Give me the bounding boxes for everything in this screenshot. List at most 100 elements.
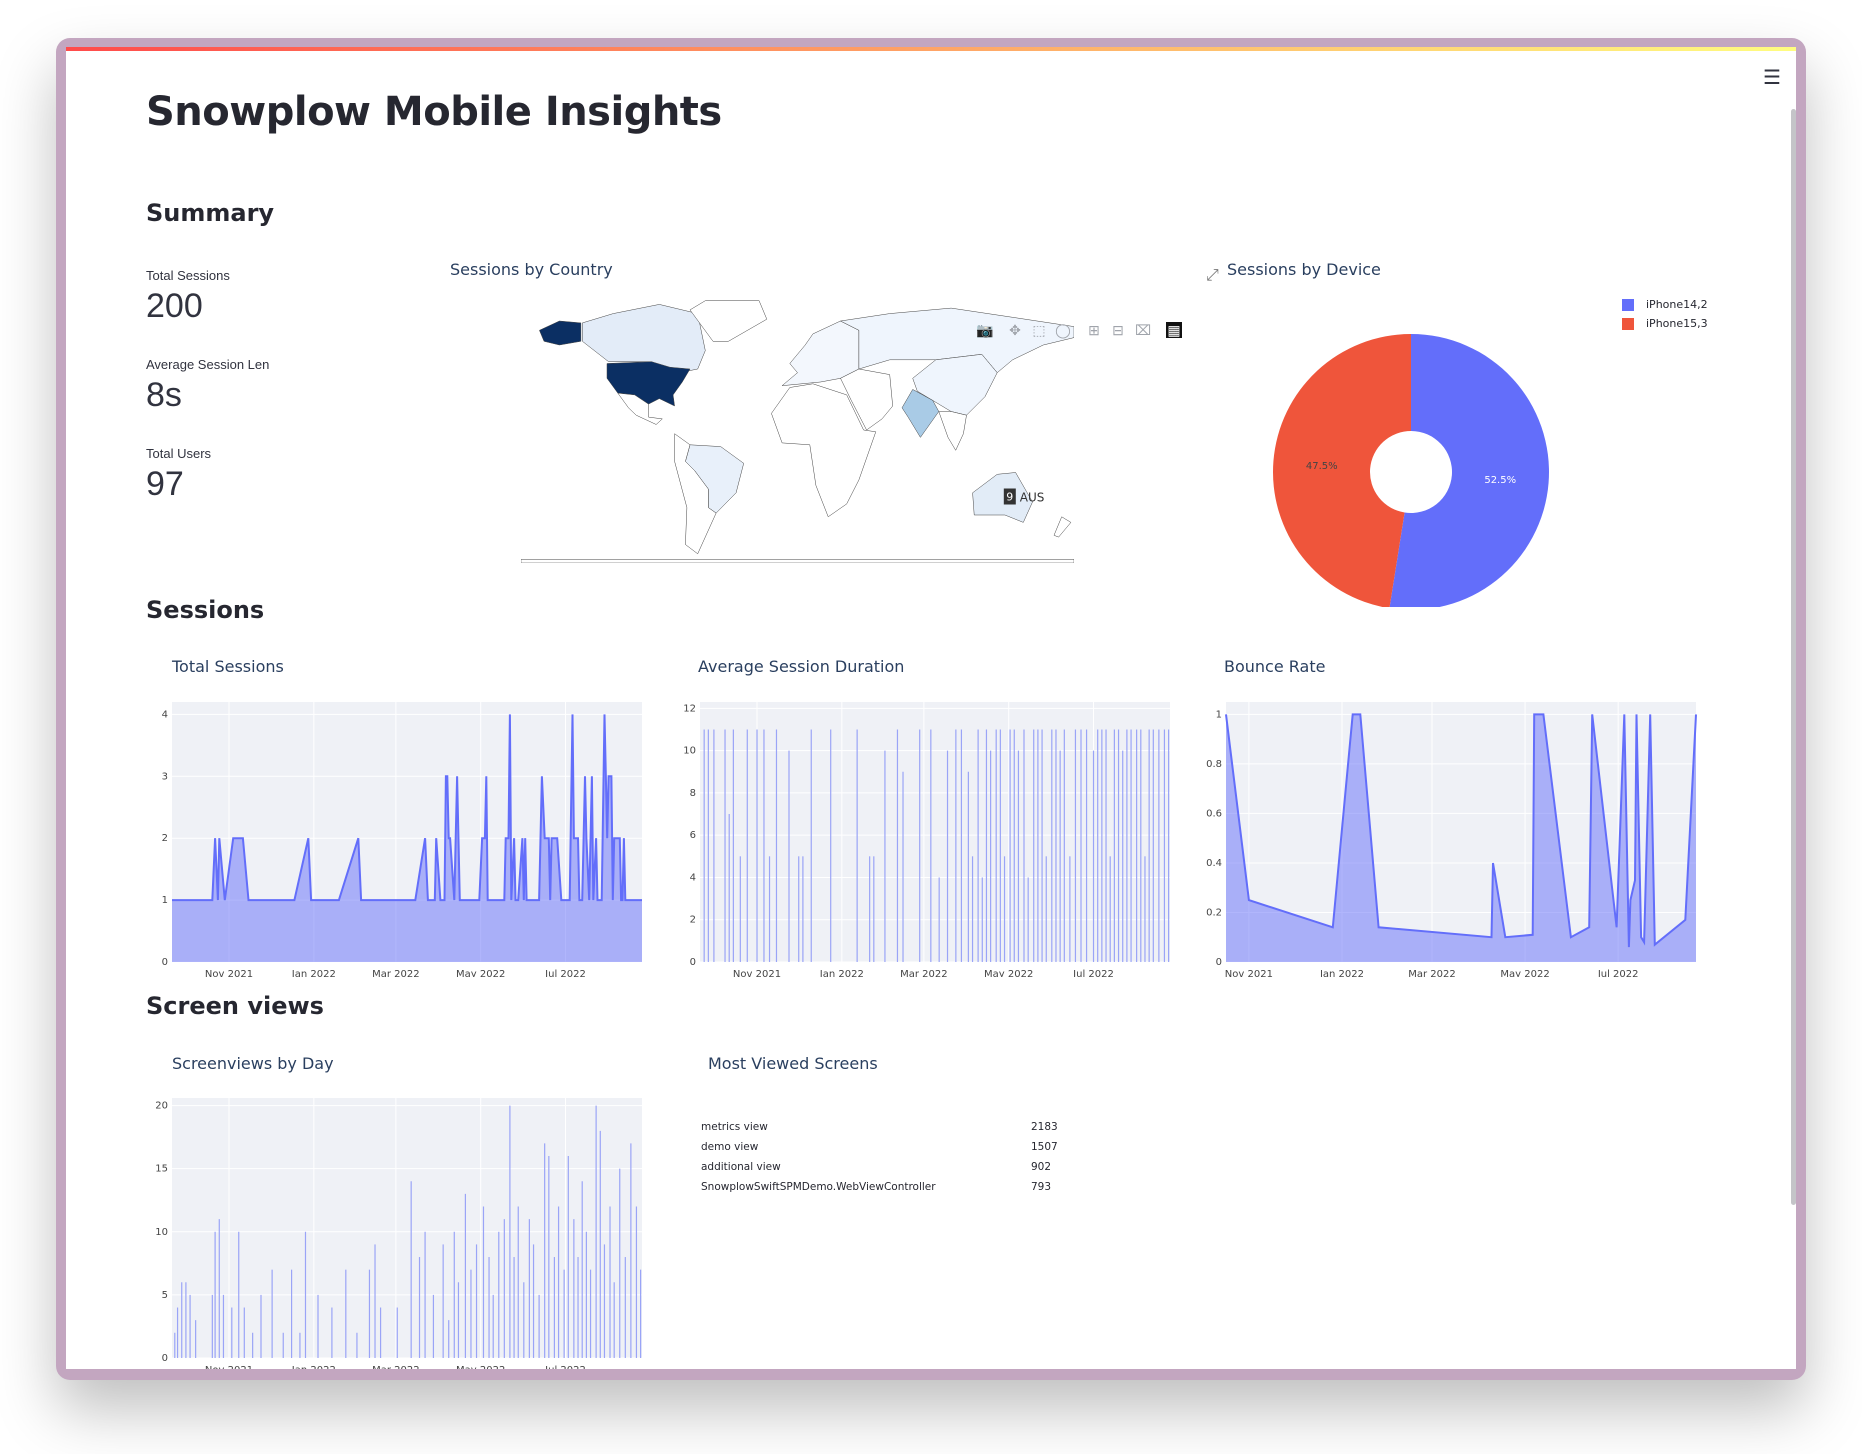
summary-heading: Summary — [146, 199, 275, 227]
y-tick-label: 10 — [683, 746, 696, 757]
y-tick-label: 10 — [155, 1227, 168, 1238]
x-tick-label: May 2022 — [1500, 969, 1549, 977]
choropleth-map[interactable]: 9 AUS — [521, 297, 1074, 563]
metric-value: 8s — [146, 376, 182, 414]
app-window: ☰ Snowplow Mobile Insights Summary Total… — [66, 47, 1796, 1369]
metric-label: Average Session Len — [146, 357, 270, 372]
chart-title: Bounce Rate — [1224, 657, 1326, 676]
hover-country: AUS — [1020, 491, 1045, 505]
y-tick-label: 0 — [1216, 957, 1222, 968]
y-tick-label: 0 — [162, 957, 168, 968]
table-row: metrics view 2183 — [701, 1117, 1121, 1137]
legend-swatch — [1622, 317, 1634, 330]
x-tick-label: Nov 2021 — [205, 1365, 253, 1369]
y-tick-label: 4 — [690, 872, 696, 883]
x-tick-label: Mar 2022 — [372, 1365, 420, 1369]
box-select-icon[interactable]: ⬚ — [1032, 322, 1046, 338]
screen-count: 1507 — [1031, 1141, 1058, 1153]
y-tick-label: 0 — [690, 957, 696, 968]
sessions-heading: Sessions — [146, 596, 265, 624]
country-usa[interactable] — [606, 361, 691, 407]
slice-label: 52.5% — [1484, 475, 1516, 486]
country-canada[interactable] — [582, 304, 706, 375]
avg-session-duration-chart[interactable]: Nov 2021 Jan 2022 Mar 2022 May 2022 Jul 2022… — [654, 677, 1174, 977]
camera-icon[interactable]: 📷 — [976, 322, 994, 338]
reset-icon[interactable]: ⌧ — [1135, 322, 1152, 338]
x-tick-label: May 2022 — [456, 1365, 505, 1369]
country-new-zealand[interactable] — [1053, 516, 1072, 538]
x-tick-label: Jul 2022 — [544, 969, 586, 977]
x-tick-label: Jul 2022 — [1597, 969, 1639, 977]
pie-slice[interactable] — [1389, 334, 1549, 607]
fullscreen-icon[interactable]: ⤢ — [1206, 267, 1219, 284]
slice-label: 47.5% — [1306, 461, 1338, 472]
total-sessions-chart[interactable]: Nov 2021 Jan 2022 Mar 2022 May 2022 Jul 2022… — [126, 677, 646, 977]
plot-background — [700, 702, 1170, 962]
chart-title: Average Session Duration — [698, 657, 905, 676]
country-mexico[interactable] — [617, 392, 663, 425]
pie-legend: iPhone14,2 iPhone15,3 — [1622, 295, 1708, 333]
region-antarctica[interactable] — [521, 559, 1074, 563]
country-australia[interactable] — [972, 472, 1033, 523]
device-pie-chart[interactable]: 52.5% 47.5% — [1266, 317, 1556, 607]
x-tick-label: Jan 2022 — [819, 969, 864, 977]
legend-item[interactable]: iPhone15,3 — [1622, 314, 1708, 333]
country-alaska[interactable] — [539, 320, 582, 346]
header-decoration — [66, 47, 1796, 51]
y-tick-label: 5 — [162, 1290, 168, 1301]
chart-title: Total Sessions — [172, 657, 284, 676]
screen-name: demo view — [701, 1141, 759, 1153]
plotly-logo-icon[interactable]: ▦ — [1166, 322, 1182, 338]
legend-label: iPhone14,2 — [1646, 298, 1708, 311]
most-viewed-title: Most Viewed Screens — [708, 1054, 878, 1073]
country-russia[interactable] — [839, 307, 1075, 374]
x-tick-label: Nov 2021 — [205, 969, 253, 977]
zoom-out-icon[interactable]: ⊟ — [1112, 322, 1124, 338]
country-china[interactable] — [912, 354, 998, 416]
most-viewed-table: metrics view 2183 demo view 1507 additional … — [701, 1117, 1121, 1197]
y-tick-label: 0.2 — [1206, 907, 1222, 918]
metric-value: 97 — [146, 465, 184, 503]
y-tick-label: 6 — [690, 830, 696, 841]
country-south-america-rest[interactable] — [674, 433, 717, 555]
scrollbar[interactable] — [1791, 109, 1796, 1205]
metric-label: Total Users — [146, 446, 212, 461]
x-tick-label: Jul 2022 — [1072, 969, 1114, 977]
hover-value: 9 — [1006, 491, 1013, 504]
y-tick-label: 4 — [162, 709, 168, 720]
pan-icon[interactable]: ✥ — [1009, 322, 1021, 338]
y-tick-label: 2 — [162, 833, 168, 844]
y-tick-label: 0 — [162, 1353, 168, 1364]
bounce-rate-chart[interactable]: Nov 2021 Jan 2022 Mar 2022 May 2022 Jul 2022… — [1180, 677, 1700, 977]
y-tick-label: 12 — [683, 703, 696, 714]
screen-count: 2183 — [1031, 1121, 1058, 1133]
screen-name: SnowplowSwiftSPMDemo.WebViewController — [701, 1181, 936, 1193]
screen-views-heading: Screen views — [146, 992, 324, 1020]
legend-item[interactable]: iPhone14,2 — [1622, 295, 1708, 314]
y-tick-label: 0.8 — [1206, 759, 1222, 770]
x-tick-label: May 2022 — [456, 969, 505, 977]
x-tick-label: Mar 2022 — [372, 969, 420, 977]
screen-name: additional view — [701, 1161, 781, 1173]
x-tick-label: Jan 2022 — [1319, 969, 1364, 977]
y-tick-label: 2 — [690, 915, 696, 926]
country-greenland[interactable] — [689, 300, 768, 342]
screen-count: 902 — [1031, 1161, 1052, 1173]
y-tick-label: 8 — [690, 788, 696, 799]
chart-title: Screenviews by Day — [172, 1054, 334, 1073]
y-tick-label: 0.6 — [1206, 808, 1222, 819]
x-tick-label: Jan 2022 — [291, 969, 336, 977]
page-title: Snowplow Mobile Insights — [146, 89, 722, 135]
pie-title: Sessions by Device — [1227, 260, 1381, 279]
screenviews-chart[interactable]: Nov 2021 Jan 2022 Mar 2022 May 2022 Jul 2022… — [126, 1073, 646, 1369]
metric-label: Total Sessions — [146, 268, 230, 283]
region-middle-east[interactable] — [840, 368, 893, 431]
area-fill — [1226, 714, 1696, 962]
lasso-icon[interactable]: ◯ — [1055, 322, 1071, 338]
x-tick-label: Mar 2022 — [900, 969, 948, 977]
region-africa[interactable] — [771, 383, 877, 518]
zoom-in-icon[interactable]: ⊞ — [1088, 322, 1100, 338]
hamburger-icon[interactable]: ☰ — [1763, 67, 1781, 89]
region-southeast-asia[interactable] — [938, 411, 967, 451]
pie-slice[interactable] — [1273, 334, 1411, 607]
